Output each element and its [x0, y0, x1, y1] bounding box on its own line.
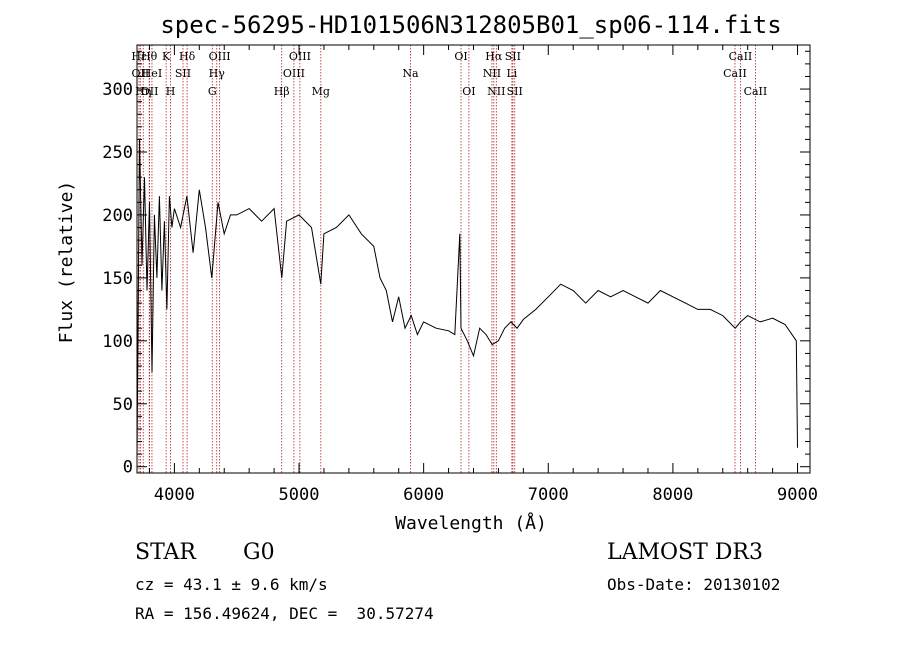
line-label-23: Li [506, 67, 517, 80]
line-label-12: OIII [209, 50, 231, 63]
line-label-11: Hγ [209, 67, 226, 80]
line-label-19: OI [462, 85, 475, 98]
spectrum-line [136, 139, 798, 461]
line-markers [138, 45, 756, 473]
line-label-20: NII [483, 67, 501, 80]
y-tick-label: 0 [123, 458, 133, 478]
line-label-18: OI [454, 50, 467, 63]
line-label-4: OII [141, 85, 159, 98]
x-tick-label: 9000 [777, 485, 818, 505]
line-label-22: NII [487, 85, 505, 98]
line-label-28: CaII [744, 85, 768, 98]
y-tick-label: 300 [102, 80, 133, 100]
line-label-2: Hη [135, 85, 151, 98]
x-tick-label: 4000 [154, 485, 195, 505]
y-tick-label: 50 [113, 395, 133, 415]
line-label-27: CaII [729, 50, 753, 63]
line-label-17: Na [402, 67, 419, 80]
y-tick-label: 150 [102, 269, 133, 289]
line-label-16: Mg [312, 85, 330, 98]
line-label-24: SII [505, 50, 521, 63]
line-labels: HεOIIHηHθOIIHeIKHSIIHδGHγOIIIHβOIIIOIIIM… [131, 50, 767, 98]
line-label-1: OII [132, 67, 150, 80]
object-class: STAR [135, 540, 196, 565]
x-tick-label: 7000 [528, 485, 569, 505]
subclass: G0 [243, 540, 275, 565]
line-label-9: Hδ [179, 50, 196, 63]
line-label-13: Hβ [274, 85, 290, 98]
survey-name: LAMOST DR3 [607, 540, 763, 565]
line-label-26: CaII [723, 67, 747, 80]
line-label-0: Hε [131, 50, 147, 63]
line-label-5: HeI [142, 67, 162, 80]
plot-frame [136, 44, 811, 474]
x-tick-label: 8000 [652, 485, 693, 505]
line-label-25: SII [507, 85, 523, 98]
x-tick-label: 5000 [279, 485, 320, 505]
y-tick-label: 200 [102, 206, 133, 226]
line-label-21: Hα [485, 50, 503, 63]
y-tick-label: 100 [102, 332, 133, 352]
obs-date: Obs-Date: 20130102 [607, 575, 781, 594]
line-label-14: OIII [283, 67, 305, 80]
line-label-6: K [162, 50, 171, 63]
axis-ticks: 4000 5000 6000 7000 8000 9000 0 50 100 150 200 250 3… [102, 45, 818, 505]
redshift-text: cz = 43.1 ± 9.6 km/s [135, 575, 328, 594]
x-tick-label: 6000 [403, 485, 444, 505]
line-label-8: SII [175, 67, 191, 80]
line-label-7: H [166, 85, 176, 98]
y-axis-label: Flux (relative) [56, 181, 77, 344]
line-label-15: OIII [289, 50, 311, 63]
coordinates: RA = 156.49624, DEC = 30.57274 [135, 604, 434, 623]
chart-title: spec-56295-HD101506N312805B01_sp06-114.f… [160, 11, 781, 39]
x-axis-label: Wavelength (Å) [395, 512, 547, 534]
y-tick-label: 250 [102, 143, 133, 163]
line-label-3: Hθ [141, 50, 158, 63]
line-label-10: G [208, 85, 217, 98]
